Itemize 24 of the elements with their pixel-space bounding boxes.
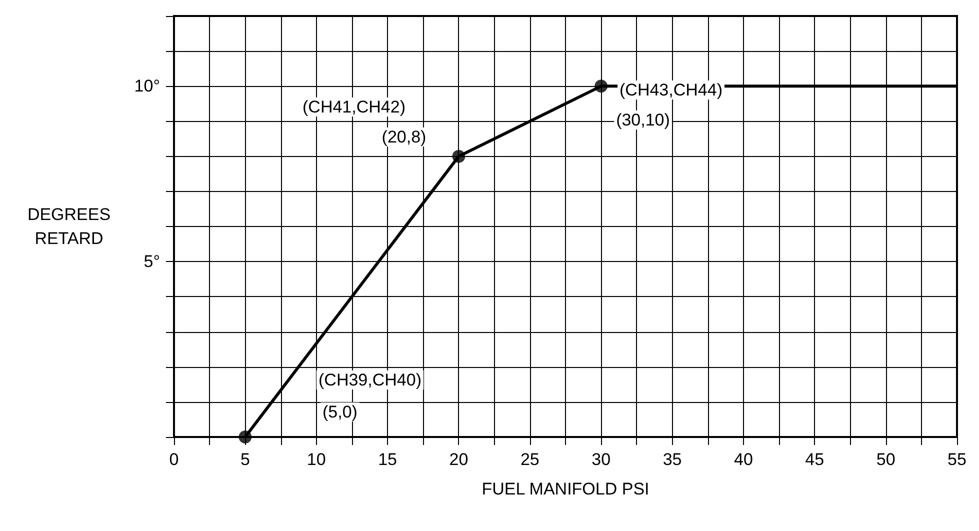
x-tick-label: 10 xyxy=(306,450,326,469)
x-tick-label: 30 xyxy=(592,450,611,469)
annotation: (5,0) xyxy=(322,402,358,422)
x-axis-title: FUEL MANIFOLD PSI xyxy=(482,480,650,498)
x-tick-label: 25 xyxy=(520,450,540,469)
y-tick-label: 10° xyxy=(134,76,160,96)
x-tick-label: 45 xyxy=(805,450,824,469)
x-tick-label: 5 xyxy=(240,450,250,469)
annotation: (CH43,CH44) xyxy=(620,80,722,100)
x-tick-label: 35 xyxy=(662,450,682,469)
x-tick-label: 55 xyxy=(948,450,966,469)
y-tick-label: 5° xyxy=(144,252,160,272)
x-tick-label: 40 xyxy=(734,450,753,469)
point xyxy=(594,80,608,93)
annotation: (CH39,CH40) xyxy=(318,370,422,390)
x-tick-label: 50 xyxy=(876,450,896,469)
x-tick-label: 20 xyxy=(449,450,468,469)
y-axis-title: DEGREES RETARD xyxy=(27,205,111,248)
x-tick-label: 0 xyxy=(169,450,179,469)
annotation: (30,10) xyxy=(616,110,670,130)
x-tick-label: 15 xyxy=(378,450,398,469)
annotation: (CH41,CH42) xyxy=(302,98,406,116)
annotation: (20,8) xyxy=(382,128,426,146)
point xyxy=(452,150,466,163)
